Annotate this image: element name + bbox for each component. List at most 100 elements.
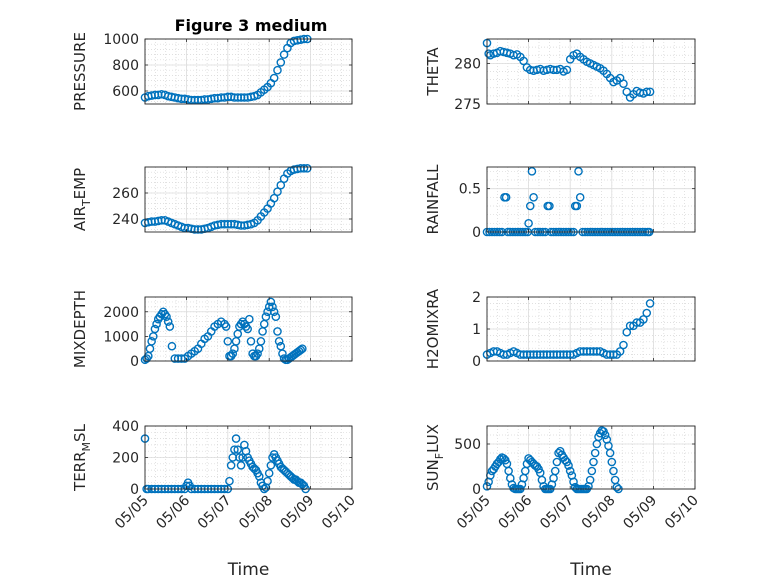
subplot-2: 275 280 THETA [424, 38, 696, 113]
subplot-4: 0 0.5 RAINFALL [424, 164, 696, 241]
data-point [147, 337, 156, 346]
data-point [572, 201, 582, 211]
data-point [575, 193, 585, 202]
subplot-6: 0 1 2 H2OMIXRA [424, 288, 696, 370]
data-point [501, 193, 511, 202]
x-tick-label: 05/08 [236, 493, 276, 533]
data-point [266, 461, 276, 470]
y-tick-label: 0 [472, 482, 481, 498]
data-point [645, 87, 655, 97]
axes-box [486, 166, 696, 233]
data-point [273, 187, 282, 196]
data-point [565, 466, 575, 476]
data-point [231, 434, 241, 443]
data-point [225, 476, 234, 486]
x-tick-label: 05/07 [537, 493, 577, 533]
y-tick-label: 600 [112, 84, 139, 100]
data-point [268, 302, 277, 312]
data-point [273, 327, 282, 336]
y-tick-label: 200 [112, 451, 139, 467]
subplot-8: 0 500 05/05 05/06 05/07 05/08 05/09 05/10 Time SU… [424, 424, 702, 580]
data-point [585, 475, 595, 485]
data-point [245, 314, 254, 324]
data-series [482, 426, 623, 494]
y-tick-label: 0 [472, 354, 481, 370]
data-point [223, 337, 233, 346]
data-point [167, 341, 177, 351]
data-point [233, 445, 243, 454]
plot-area [487, 426, 695, 489]
data-point [589, 457, 598, 467]
y-axis-label: THETA [424, 47, 442, 97]
y-tick-label: 0 [130, 354, 139, 370]
subplot-7: 0 200 400 05/05 05/06 05/07 05/08 05/09 05/10 Tim… [71, 419, 359, 580]
data-point [564, 461, 573, 470]
y-axis-label: MIXDEPTH [71, 290, 89, 368]
data-point [276, 180, 286, 190]
axes-box [144, 38, 353, 105]
data-point [525, 201, 535, 211]
data-point [612, 482, 622, 492]
data-point [639, 315, 648, 324]
y-tick-label: 2 [472, 290, 481, 306]
x-tick-label: 05/10 [319, 493, 359, 533]
axes-box [486, 38, 696, 105]
data-point [298, 344, 307, 353]
data-series [482, 38, 655, 102]
x-tick-label: 05/07 [195, 493, 235, 533]
data-point [605, 448, 615, 458]
y-tick-label: 240 [112, 212, 139, 228]
data-point [574, 167, 583, 176]
y-tick-label: 1000 [103, 329, 139, 345]
data-point [552, 457, 562, 467]
x-tick-label: 05/05 [454, 493, 494, 533]
data-point [279, 50, 289, 59]
data-point [163, 317, 173, 326]
x-tick-label: 05/06 [496, 492, 536, 532]
data-point [274, 337, 284, 346]
y-tick-label: 500 [454, 437, 481, 453]
data-point [645, 299, 655, 308]
data-point [273, 65, 282, 75]
data-point [235, 453, 244, 462]
data-point [296, 345, 305, 355]
y-axis-label: TERRMSL [71, 423, 93, 492]
data-point [609, 466, 618, 476]
axes-box [144, 166, 353, 233]
data-point [236, 461, 246, 470]
data-point [590, 448, 600, 458]
data-point [609, 350, 618, 359]
y-tick-label: 0 [130, 482, 139, 498]
data-point [261, 312, 271, 321]
data-point [221, 322, 231, 331]
y-axis-label: PRESSURE [71, 32, 89, 111]
data-point [527, 167, 537, 176]
data-series [482, 299, 655, 359]
data-point [642, 308, 652, 318]
y-axis-label: SUNFLUX [424, 424, 446, 491]
data-point [562, 65, 572, 75]
data-point [524, 219, 533, 228]
data-point [243, 324, 252, 334]
data-point [230, 445, 239, 454]
figure-title: Figure 3 medium [175, 16, 328, 35]
y-tick-label: 280 [454, 56, 481, 72]
data-series [140, 163, 312, 234]
data-point [264, 468, 274, 478]
y-axis-label: H2OMIXRA [424, 288, 442, 369]
data-point [642, 87, 652, 97]
data-point [264, 302, 274, 312]
subplot-3: 240 260 AIRTEMP [71, 163, 353, 234]
data-point [276, 58, 286, 67]
data-point [299, 163, 309, 173]
axes-box [144, 296, 353, 362]
data-point [266, 297, 276, 307]
x-axis-label: Time [569, 560, 612, 580]
axes-box [486, 425, 696, 490]
data-point [165, 322, 175, 331]
x-tick-label: 05/09 [620, 493, 660, 533]
data-point [263, 476, 272, 486]
data-point [269, 307, 279, 317]
data-point [550, 466, 560, 476]
